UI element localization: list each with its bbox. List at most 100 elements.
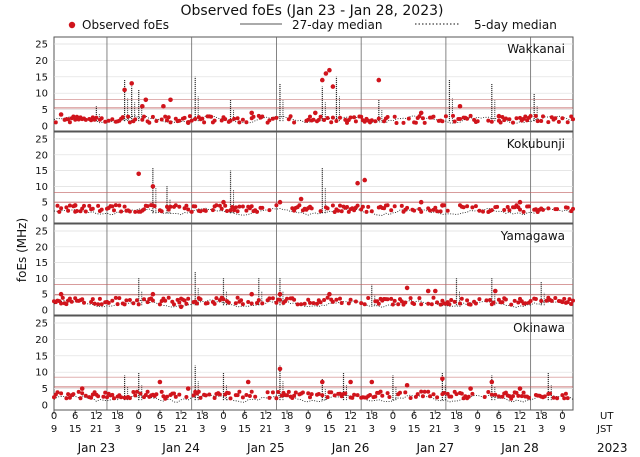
station-label: Kokubunji bbox=[507, 137, 565, 151]
observed-point bbox=[274, 300, 279, 305]
observed-point bbox=[184, 203, 189, 208]
ut-tick-label: 0 bbox=[559, 411, 565, 422]
observed-point bbox=[127, 120, 132, 125]
observed-point bbox=[376, 77, 382, 83]
observed-point bbox=[569, 302, 574, 306]
observed-point bbox=[546, 206, 551, 211]
observed-point bbox=[451, 113, 455, 118]
observed-point bbox=[417, 207, 422, 211]
y-tick-label: 25 bbox=[35, 319, 48, 330]
observed-point bbox=[223, 203, 228, 208]
observed-point bbox=[325, 206, 330, 211]
observed-point bbox=[135, 389, 139, 394]
observed-point bbox=[205, 301, 210, 306]
jst-tick-label: 9 bbox=[390, 424, 396, 435]
observed-point bbox=[528, 299, 533, 303]
ut-tick-label: 18 bbox=[450, 411, 463, 422]
observed-point bbox=[165, 118, 169, 123]
y-tick-label: 5 bbox=[42, 384, 48, 395]
observed-point bbox=[270, 390, 275, 395]
observed-point bbox=[82, 203, 86, 208]
observed-point bbox=[168, 97, 173, 103]
observed-point bbox=[110, 117, 115, 122]
observed-point bbox=[299, 302, 304, 307]
observed-point bbox=[505, 205, 510, 209]
observed-point bbox=[343, 117, 348, 122]
y-axis-label: foEs (MHz) bbox=[15, 218, 29, 282]
observed-point bbox=[542, 394, 547, 399]
observed-point bbox=[369, 379, 375, 385]
observed-point bbox=[565, 396, 570, 401]
observed-point bbox=[528, 114, 533, 118]
observed-point bbox=[274, 396, 279, 401]
observed-point bbox=[431, 295, 436, 300]
observed-point bbox=[422, 389, 427, 394]
observed-point bbox=[212, 118, 217, 123]
observed-point bbox=[165, 204, 169, 209]
legend-dot-marker bbox=[68, 21, 76, 29]
observed-point bbox=[533, 114, 538, 118]
observed-point bbox=[96, 203, 101, 208]
observed-point bbox=[138, 391, 143, 396]
observed-point bbox=[265, 390, 270, 395]
observed-point bbox=[435, 209, 440, 214]
observed-point bbox=[140, 104, 145, 109]
ut-tick-label: 6 bbox=[157, 411, 163, 422]
observed-point bbox=[177, 204, 182, 209]
observed-point bbox=[516, 393, 521, 398]
observed-point bbox=[207, 392, 212, 397]
observed-point bbox=[431, 392, 436, 397]
observed-point bbox=[150, 298, 155, 303]
observed-point bbox=[512, 298, 517, 303]
observed-point bbox=[64, 205, 69, 210]
observed-point bbox=[212, 396, 217, 400]
observed-point bbox=[389, 208, 394, 213]
observed-point bbox=[133, 209, 138, 214]
observed-point bbox=[440, 203, 445, 208]
observed-point bbox=[401, 120, 406, 125]
observed-point bbox=[500, 394, 505, 399]
y-tick-label: 5 bbox=[42, 105, 48, 116]
observed-point bbox=[182, 115, 187, 120]
observed-point bbox=[313, 110, 318, 116]
observed-point bbox=[237, 204, 242, 209]
observed-point bbox=[185, 120, 191, 125]
observed-point bbox=[376, 116, 381, 121]
observed-point bbox=[408, 296, 413, 301]
observed-point bbox=[539, 298, 544, 303]
observed-point bbox=[360, 204, 365, 209]
observed-point bbox=[565, 300, 570, 305]
observed-point bbox=[143, 393, 148, 397]
station-label: Wakkanai bbox=[507, 42, 565, 56]
observed-point bbox=[350, 395, 355, 400]
observed-point bbox=[458, 301, 462, 306]
observed-point bbox=[408, 396, 413, 400]
observed-point bbox=[105, 395, 109, 400]
observed-point bbox=[212, 301, 217, 306]
observed-point bbox=[110, 392, 115, 397]
y-tick-label: 5 bbox=[42, 198, 48, 209]
observed-point bbox=[551, 395, 556, 400]
observed-point bbox=[83, 393, 88, 398]
observed-point bbox=[429, 302, 434, 307]
observed-point bbox=[366, 296, 371, 300]
jst-tick-label: 3 bbox=[199, 424, 205, 435]
ut-tick-label: 6 bbox=[411, 411, 417, 422]
legend-observed-label: Observed foEs bbox=[82, 18, 169, 32]
observed-point bbox=[286, 117, 291, 122]
observed-point bbox=[203, 208, 208, 213]
observed-point bbox=[225, 209, 229, 213]
y-tick-label: 0 bbox=[42, 306, 48, 317]
observed-point bbox=[477, 297, 482, 302]
ut-tick-label: 12 bbox=[514, 411, 527, 422]
day-label: Jan 24 bbox=[161, 441, 200, 455]
observed-point bbox=[221, 297, 226, 302]
observed-point bbox=[129, 81, 134, 86]
observed-point bbox=[198, 209, 203, 214]
observed-point bbox=[403, 390, 408, 395]
observed-point bbox=[228, 208, 233, 213]
observed-point bbox=[163, 114, 168, 119]
observed-point bbox=[253, 394, 258, 399]
observed-point bbox=[226, 300, 231, 305]
jst-tick-label: 21 bbox=[90, 424, 103, 435]
